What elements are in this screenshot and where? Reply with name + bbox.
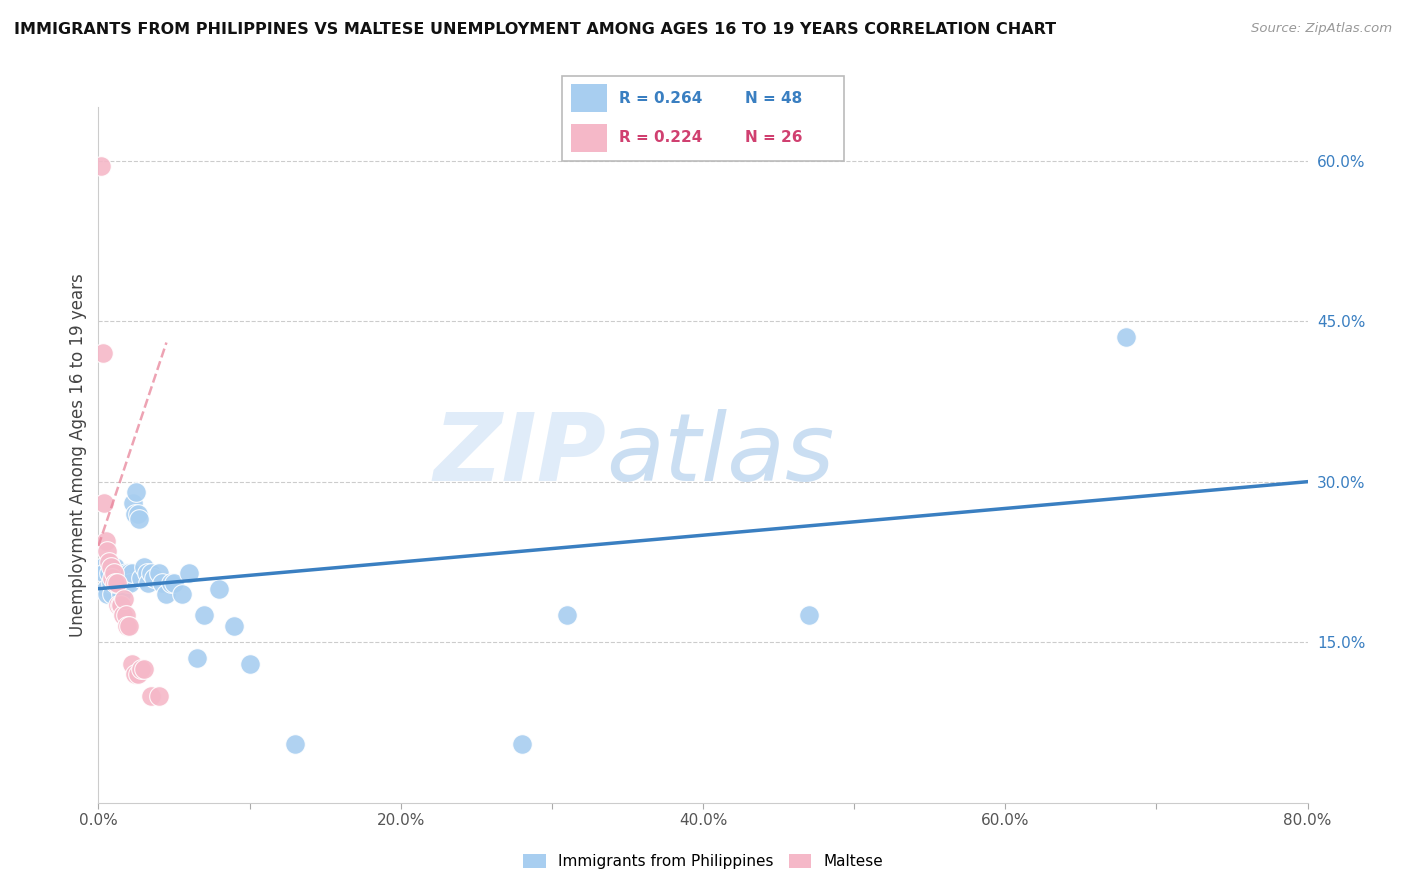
- FancyBboxPatch shape: [562, 76, 844, 161]
- Text: atlas: atlas: [606, 409, 835, 500]
- Point: [186, 651, 208, 665]
- Point: [108, 598, 131, 612]
- Point: [114, 608, 136, 623]
- Point: [124, 507, 146, 521]
- Point: [118, 566, 141, 580]
- Point: [239, 657, 262, 671]
- Point: [1115, 330, 1137, 344]
- Point: [104, 576, 127, 591]
- Point: [121, 657, 143, 671]
- Point: [132, 662, 155, 676]
- Point: [110, 598, 132, 612]
- Point: [98, 555, 121, 569]
- Point: [90, 159, 112, 173]
- Point: [125, 485, 148, 500]
- Point: [141, 566, 163, 580]
- Point: [160, 576, 183, 591]
- Y-axis label: Unemployment Among Ages 16 to 19 years: Unemployment Among Ages 16 to 19 years: [69, 273, 87, 637]
- Point: [107, 598, 129, 612]
- Point: [129, 662, 152, 676]
- Point: [98, 566, 121, 580]
- Point: [94, 582, 117, 596]
- Point: [103, 566, 125, 580]
- Point: [111, 608, 134, 623]
- Point: [105, 576, 128, 591]
- Point: [136, 576, 159, 591]
- Point: [127, 667, 149, 681]
- Point: [797, 608, 820, 623]
- Point: [224, 619, 246, 633]
- Point: [115, 576, 138, 591]
- Legend: Immigrants from Philippines, Maltese: Immigrants from Philippines, Maltese: [516, 848, 890, 875]
- Text: IMMIGRANTS FROM PHILIPPINES VS MALTESE UNEMPLOYMENT AMONG AGES 16 TO 19 YEARS CO: IMMIGRANTS FROM PHILIPPINES VS MALTESE U…: [14, 22, 1056, 37]
- Point: [148, 566, 170, 580]
- Point: [112, 571, 135, 585]
- Point: [143, 571, 166, 585]
- Point: [96, 544, 118, 558]
- Point: [510, 737, 533, 751]
- FancyBboxPatch shape: [571, 85, 607, 112]
- Point: [91, 560, 114, 574]
- Point: [128, 512, 150, 526]
- Point: [208, 582, 231, 596]
- Point: [104, 560, 127, 574]
- Text: N = 26: N = 26: [745, 130, 803, 145]
- Point: [93, 566, 115, 580]
- Point: [132, 560, 155, 574]
- Point: [284, 737, 307, 751]
- Point: [100, 576, 122, 591]
- Point: [150, 576, 173, 591]
- Point: [111, 571, 134, 585]
- Text: Source: ZipAtlas.com: Source: ZipAtlas.com: [1251, 22, 1392, 36]
- Point: [91, 346, 114, 360]
- Point: [163, 576, 186, 591]
- Text: ZIP: ZIP: [433, 409, 606, 501]
- Point: [127, 507, 149, 521]
- Point: [148, 689, 170, 703]
- Point: [118, 619, 141, 633]
- Point: [110, 587, 132, 601]
- Point: [193, 608, 215, 623]
- Point: [107, 571, 129, 585]
- Point: [101, 571, 124, 585]
- Point: [112, 592, 135, 607]
- Point: [105, 576, 128, 591]
- Text: N = 48: N = 48: [745, 91, 803, 106]
- Point: [93, 496, 115, 510]
- Point: [101, 587, 124, 601]
- Text: R = 0.264: R = 0.264: [619, 91, 702, 106]
- Point: [94, 533, 117, 548]
- Point: [100, 560, 122, 574]
- Point: [141, 689, 163, 703]
- Point: [179, 566, 201, 580]
- Point: [96, 587, 118, 601]
- Point: [124, 667, 146, 681]
- Point: [155, 587, 177, 601]
- Point: [135, 566, 157, 580]
- Point: [122, 496, 145, 510]
- Point: [555, 608, 578, 623]
- FancyBboxPatch shape: [571, 124, 607, 152]
- Point: [129, 571, 152, 585]
- Point: [114, 566, 136, 580]
- Point: [108, 582, 131, 596]
- Text: R = 0.224: R = 0.224: [619, 130, 702, 145]
- Point: [121, 566, 143, 580]
- Point: [170, 587, 193, 601]
- Point: [103, 571, 125, 585]
- Point: [120, 576, 142, 591]
- Point: [115, 619, 138, 633]
